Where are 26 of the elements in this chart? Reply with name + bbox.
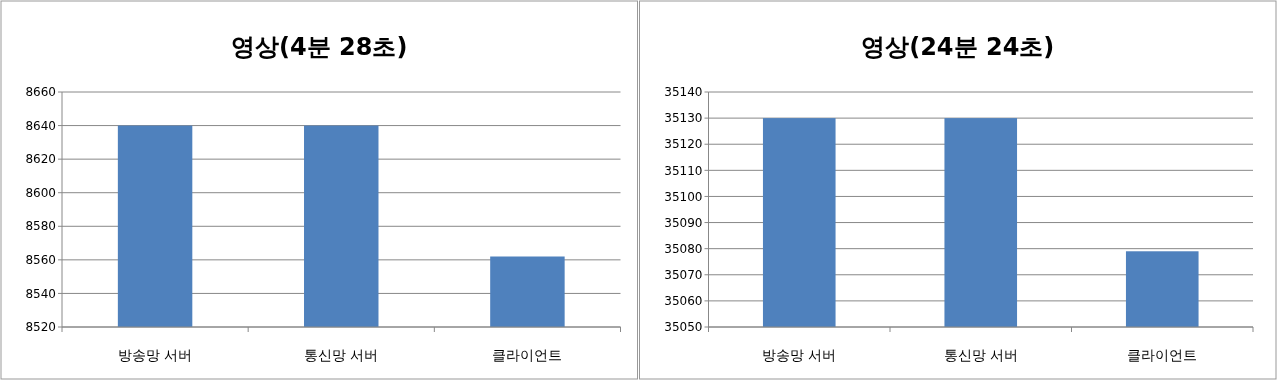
y-tick-label: 8560 xyxy=(25,253,56,268)
chart-title: 영상(24분 24초) xyxy=(861,33,1055,61)
x-tick-label: 방송망 서버 xyxy=(117,347,193,363)
y-tick-label: 35110 xyxy=(664,163,703,178)
y-tick-label: 35070 xyxy=(664,267,703,282)
y-tick-label: 35050 xyxy=(664,320,703,335)
y-tick-label: 8580 xyxy=(25,219,56,234)
y-tick-label: 8600 xyxy=(25,185,56,200)
y-tick-label: 35060 xyxy=(664,294,703,309)
y-tick-label: 8620 xyxy=(25,152,56,167)
x-tick-label: 클라이언트 xyxy=(1127,347,1198,363)
x-tick-label: 통신망 서버 xyxy=(943,347,1018,363)
x-tick-label: 방송망 서버 xyxy=(762,347,837,363)
y-tick-label: 35080 xyxy=(664,241,703,256)
x-tick-label: 통신망 서버 xyxy=(304,347,379,363)
y-tick-label: 8520 xyxy=(25,320,56,335)
x-tick-label: 클라이언트 xyxy=(492,347,563,363)
y-tick-label: 8540 xyxy=(25,286,56,301)
y-tick-label: 8660 xyxy=(25,85,56,100)
y-tick-label: 35130 xyxy=(664,111,703,126)
y-tick-label: 35120 xyxy=(664,137,703,152)
y-tick-label: 35100 xyxy=(664,189,703,204)
y-tick-label: 8640 xyxy=(25,118,56,133)
y-tick-label: 35090 xyxy=(664,215,703,230)
y-tick-label: 35140 xyxy=(664,85,703,100)
chart-title: 영상(4분 28초) xyxy=(231,33,408,61)
